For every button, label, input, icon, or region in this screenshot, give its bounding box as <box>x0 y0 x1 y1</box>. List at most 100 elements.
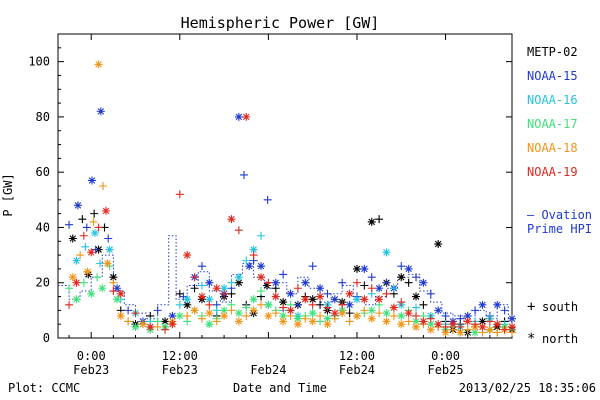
data-point <box>93 273 102 282</box>
data-point <box>308 317 317 326</box>
data-point <box>463 325 472 334</box>
data-point <box>65 284 74 293</box>
data-point <box>175 190 184 199</box>
data-point <box>323 320 332 329</box>
y-tick-label: 20 <box>36 276 50 290</box>
legend-entry-noaa-19: NOAA-19 <box>527 165 578 179</box>
data-point <box>308 300 317 309</box>
data-point <box>382 289 391 298</box>
data-point <box>79 231 88 240</box>
ovation-line <box>58 235 512 322</box>
data-point <box>205 295 214 304</box>
data-point <box>242 256 251 265</box>
data-point <box>397 320 406 329</box>
data-point <box>463 317 472 326</box>
x-tick-time: 0:00 <box>431 349 460 363</box>
south-symbol: + <box>527 299 535 315</box>
plot-source: Plot: CCMC <box>8 381 80 395</box>
data-point <box>104 234 113 243</box>
data-point <box>242 303 251 312</box>
data-point <box>286 306 295 315</box>
data-point <box>352 278 361 287</box>
data-point <box>412 317 421 326</box>
data-point <box>404 309 413 318</box>
data-point <box>227 306 236 315</box>
data-point <box>419 317 428 326</box>
data-point <box>175 300 184 309</box>
data-point <box>397 311 406 320</box>
data-point <box>360 306 369 315</box>
data-point <box>197 281 206 290</box>
data-point <box>138 320 147 329</box>
data-point <box>463 311 472 320</box>
data-point <box>382 278 391 287</box>
data-point <box>234 226 243 235</box>
data-point <box>161 317 170 326</box>
data-point <box>220 306 229 315</box>
data-point <box>352 311 361 320</box>
data-point <box>382 317 391 326</box>
symbol-legend: + south * north <box>527 299 578 347</box>
data-point <box>212 317 221 326</box>
data-point <box>360 264 369 273</box>
data-point <box>109 287 118 296</box>
data-point <box>87 289 96 298</box>
x-tick-time: 12:00 <box>162 349 198 363</box>
data-point <box>245 262 254 271</box>
data-point <box>493 328 502 337</box>
x-axis-label: Date and Time <box>233 381 327 395</box>
data-point <box>79 278 88 287</box>
data-point <box>234 273 243 282</box>
data-point <box>168 311 177 320</box>
data-point <box>478 317 487 326</box>
data-point <box>234 317 243 326</box>
data-point <box>323 303 332 312</box>
data-point <box>146 322 155 331</box>
data-point <box>81 242 90 251</box>
data-point <box>212 284 221 293</box>
data-point <box>87 176 96 185</box>
data-point <box>87 248 96 257</box>
data-point <box>382 309 391 318</box>
data-point <box>257 262 266 271</box>
data-point <box>389 284 398 293</box>
data-point <box>330 295 339 304</box>
plot-frame <box>57 33 513 339</box>
data-point <box>279 270 288 279</box>
data-point <box>279 317 288 326</box>
data-point <box>308 262 317 271</box>
data-point <box>389 303 398 312</box>
data-point <box>153 306 162 315</box>
data-point <box>352 295 361 304</box>
data-point <box>375 309 384 318</box>
data-point <box>412 322 421 331</box>
data-point <box>367 284 376 293</box>
data-point <box>98 284 107 293</box>
data-point <box>508 322 516 331</box>
data-point <box>262 281 271 290</box>
x-tick-time: 0:00 <box>77 349 106 363</box>
data-point <box>456 314 465 323</box>
data-point <box>345 317 354 326</box>
data-point <box>389 311 398 320</box>
x-tick-date: Feb24 <box>250 363 286 377</box>
north-label: north <box>542 332 578 346</box>
data-point <box>367 314 376 323</box>
data-point <box>271 309 280 318</box>
data-point <box>426 314 435 323</box>
data-point <box>375 295 384 304</box>
data-point <box>161 325 170 334</box>
data-point <box>109 273 118 282</box>
data-point <box>485 325 494 334</box>
y-tick-label: 80 <box>36 110 50 124</box>
data-point <box>456 328 465 337</box>
ovation-label-line1: — Ovation <box>527 208 592 222</box>
data-point <box>234 309 243 318</box>
data-point <box>220 284 229 293</box>
data-point <box>293 320 302 329</box>
data-point <box>78 215 87 224</box>
legend-entry-noaa-18: NOAA-18 <box>527 141 578 155</box>
data-point <box>257 273 266 282</box>
data-point <box>197 292 206 301</box>
data-point <box>68 273 77 282</box>
